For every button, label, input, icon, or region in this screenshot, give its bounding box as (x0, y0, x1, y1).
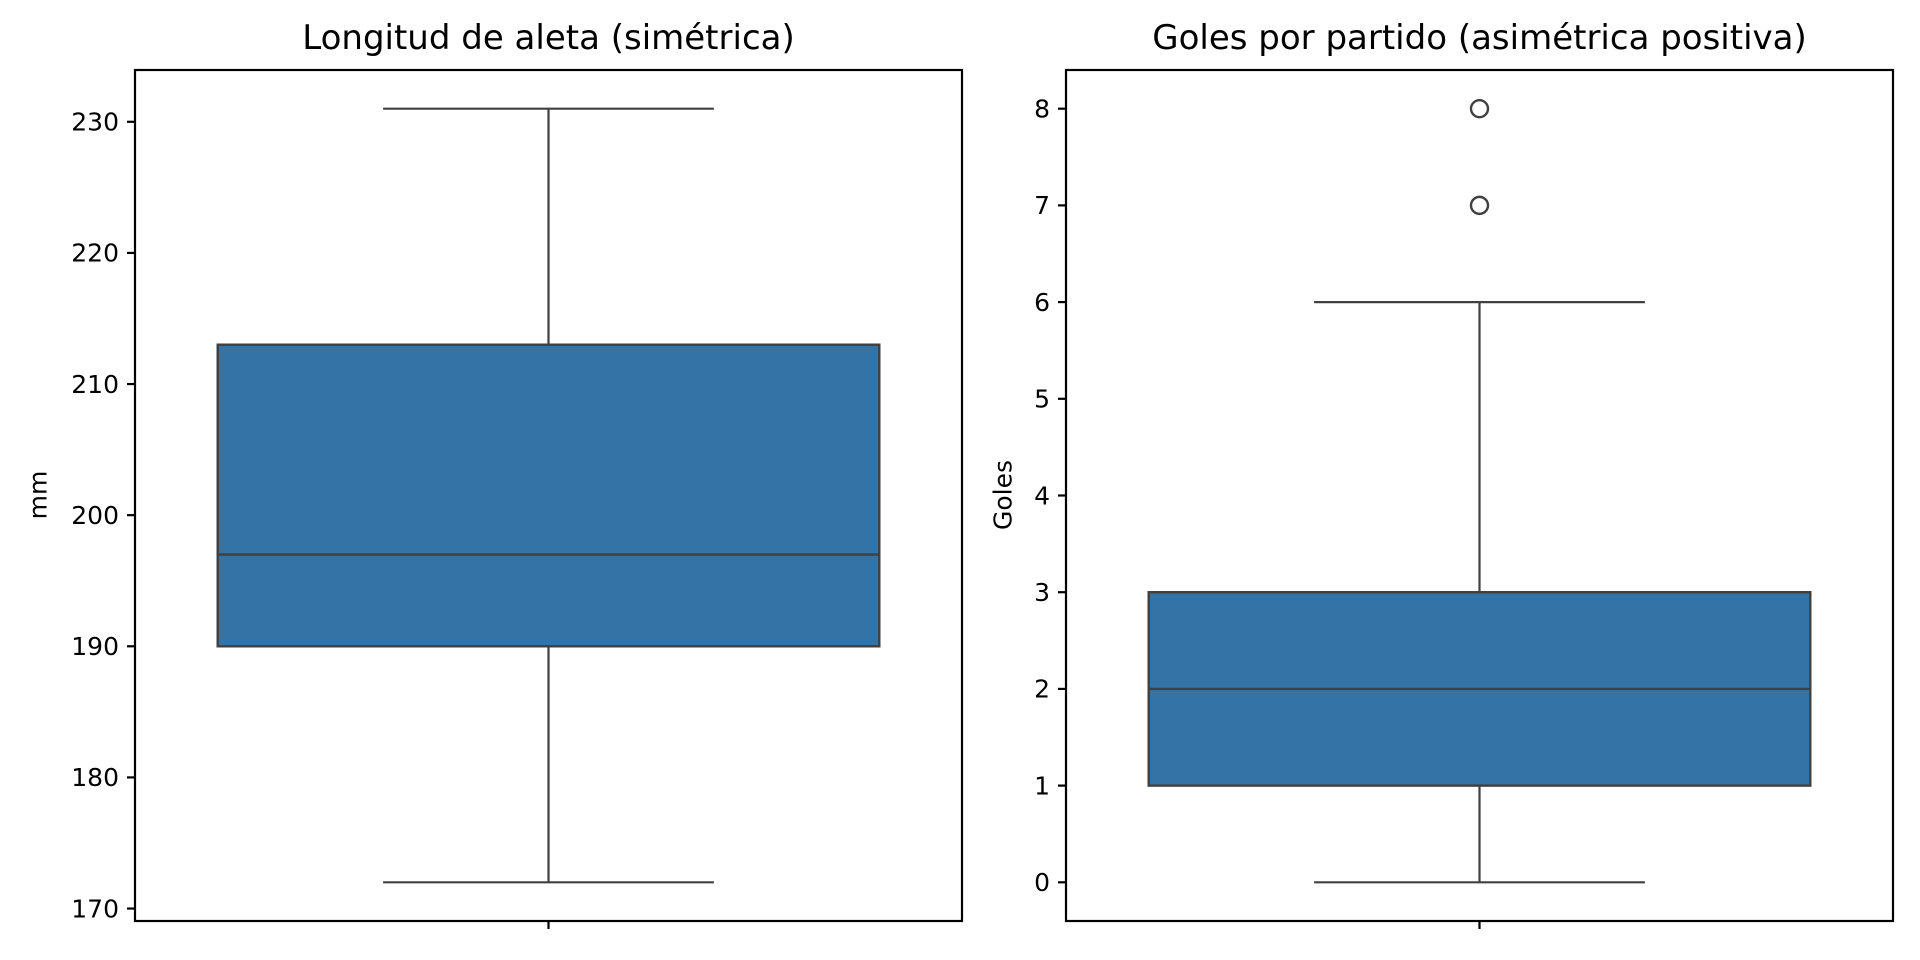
plot-0-y-tick-label-190: 190 (71, 632, 119, 661)
plot-1-outlier-8 (1469, 98, 1490, 119)
plot-0-y-tick-label-180: 180 (71, 763, 119, 792)
plot-1-y-tick-label-2: 2 (1034, 675, 1050, 704)
plot-0-axes-frame (133, 68, 964, 923)
left-plot-ylabel: mm (23, 470, 53, 520)
plot-1-y-tick-label-6: 6 (1034, 288, 1050, 317)
plot-1-y-tick-label-3: 3 (1034, 578, 1050, 607)
plot-0-y-tick-label-170: 170 (71, 894, 119, 923)
plot-1-y-tick-label-5: 5 (1034, 385, 1050, 414)
plot-0-y-tick-label-220: 220 (71, 239, 119, 268)
plot-1-y-tick-label-8: 8 (1034, 94, 1050, 123)
plot-1-y-tick-label-4: 4 (1034, 481, 1050, 510)
plot-0-y-tick-label-200: 200 (71, 501, 119, 530)
plot-1-y-tick-label-7: 7 (1034, 191, 1050, 220)
plot-1-y-tick-label-0: 0 (1034, 868, 1050, 897)
right-plot-ylabel: Goles (988, 459, 1018, 531)
plot-1-y-tick-label-1: 1 (1034, 771, 1050, 800)
plot-0-box (216, 343, 881, 648)
right-plot-title: Goles por partido (asimétrica positiva) (1152, 18, 1807, 58)
plot-1-outlier-7 (1469, 195, 1490, 216)
plot-1-axes-frame (1064, 68, 1895, 923)
plot-0-y-tick-label-210: 210 (71, 370, 119, 399)
plot-0-y-tick-label-230: 230 (71, 108, 119, 137)
left-plot-title: Longitud de aleta (simétrica) (302, 18, 795, 58)
